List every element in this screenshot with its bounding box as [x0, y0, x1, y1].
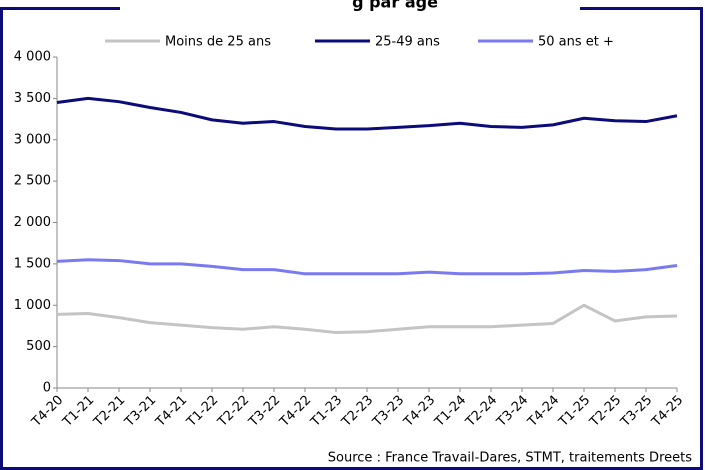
legend-label: Moins de 25 ans — [165, 35, 271, 50]
y-tick-label: 3 000 — [14, 132, 51, 147]
x-tick-label: T4-23 — [401, 393, 439, 431]
x-tick-label: T1-23 — [308, 393, 346, 431]
x-tick-label: T2-24 — [463, 393, 501, 431]
y-tick-label: 2 000 — [14, 215, 51, 230]
y-tick-label: 1 500 — [14, 256, 51, 271]
title-background — [120, 0, 580, 14]
frame — [0, 7, 703, 470]
legend-label: 25-49 ans — [375, 35, 440, 50]
y-tick-label: 3 500 — [14, 91, 51, 106]
x-tick-label: T4-25 — [649, 393, 687, 431]
y-tick-label: 0 — [43, 381, 51, 396]
x-tick-label: T3-23 — [370, 393, 408, 431]
x-tick-label: T3-22 — [246, 393, 284, 431]
x-tick-label: T4-20 — [29, 393, 67, 431]
x-tick-label: T3-25 — [618, 393, 656, 431]
x-tick-label: T2-22 — [215, 393, 253, 431]
x-tick-label: T1-24 — [432, 393, 470, 431]
x-tick-label: T1-22 — [184, 393, 222, 431]
x-tick-label: T3-21 — [122, 393, 160, 431]
x-tick-label: T4-24 — [525, 393, 563, 431]
y-tick-label: 1 000 — [14, 298, 51, 313]
y-tick-label: 4 000 — [14, 50, 51, 65]
source: Source : France Travail-Dares, STMT, tra… — [328, 451, 692, 466]
x-tick-label: T4-21 — [153, 393, 191, 431]
series-line — [56, 96, 678, 131]
x-tick-label: T2-23 — [339, 393, 377, 431]
chart-title: g par âge — [352, 0, 438, 12]
y-tick-label: 2 500 — [14, 174, 51, 189]
series-line — [56, 303, 678, 335]
x-tick-label: T1-25 — [556, 393, 594, 431]
legend-label: 50 ans et + — [538, 35, 614, 50]
x-tick-label: T3-24 — [494, 393, 532, 431]
series-line — [56, 258, 678, 276]
y-tick-label: 500 — [26, 339, 51, 354]
x-tick-label: T2-21 — [91, 393, 129, 431]
x-tick-label: T4-22 — [277, 393, 315, 431]
x-tick-label: T2-25 — [587, 393, 625, 431]
x-tick-label: T1-21 — [60, 393, 98, 431]
